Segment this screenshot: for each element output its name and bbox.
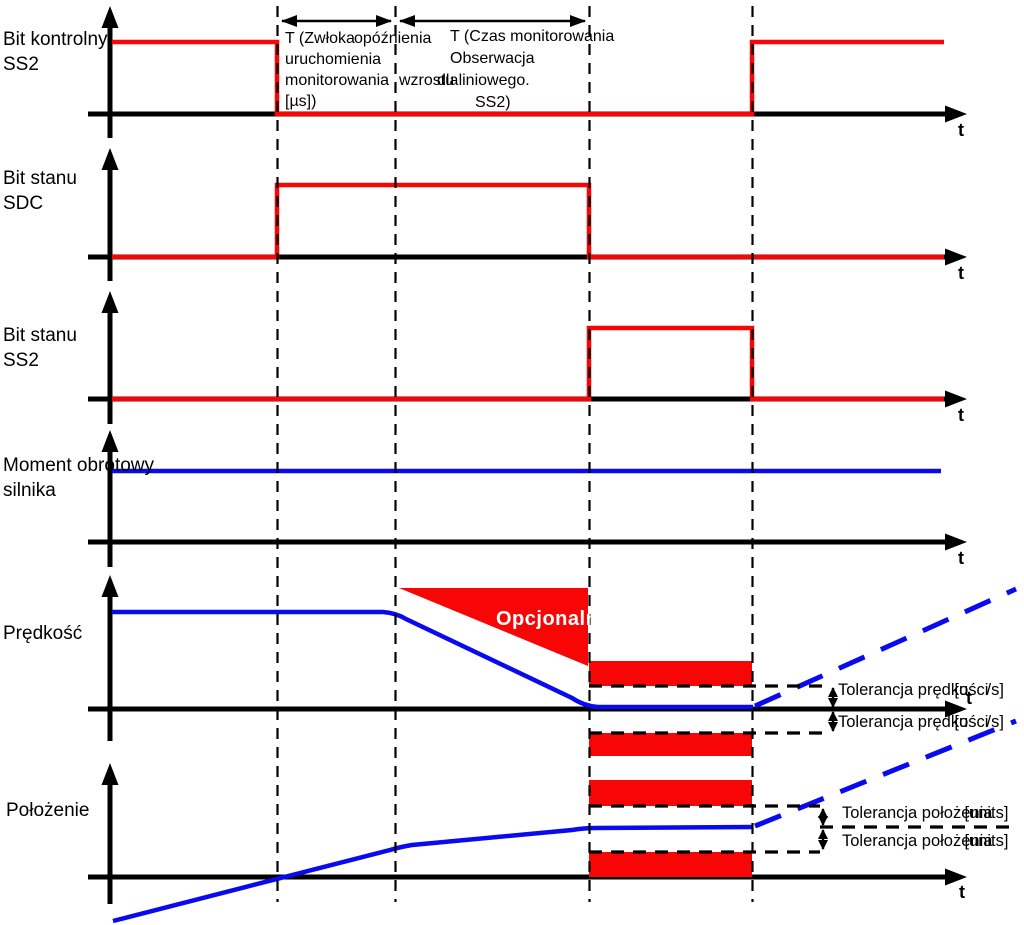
tolerance-unit: [units] (964, 804, 1009, 822)
plot-label-line: Prędkość (3, 623, 83, 644)
trace-predkosc-solid (112, 609, 753, 710)
plot-label-polozenie: Położenie (6, 798, 89, 823)
interval2-line4: SS2) (475, 94, 511, 111)
plot-label-line: Moment obrotowy (3, 455, 155, 476)
interval2-line3: dla (437, 72, 459, 89)
velocity-upper-band (589, 661, 752, 686)
tolerance-unit: [units] (964, 832, 1009, 850)
t-axis-label-4: t (958, 548, 964, 568)
optional-label: Opcjonalnie (496, 608, 616, 630)
axes (88, 6, 967, 904)
t-axis-label-1: t (958, 120, 964, 140)
position-tolerance-label-upper: Tolerancja położenia [units] (842, 804, 1008, 823)
position-lower-band (589, 852, 752, 877)
interval1-line2: uruchomienia (285, 51, 382, 68)
tolerance-text: Tolerancja prędkości (838, 681, 989, 699)
interval1-line4: [µs]) (285, 93, 317, 110)
red-tolerance-shapes (399, 588, 752, 877)
t-axis-label-2: t (958, 263, 964, 283)
interval1-line1-overlay: opóźnienia (354, 30, 432, 47)
plot-label-line: SS2 (3, 350, 39, 371)
plot-label-bit-stanu-sdc: Bit stanu SDC (3, 166, 77, 216)
signal-traces (112, 39, 1018, 924)
velocity-tolerance-label-lower: Tolerancja prędkości [u /s] (838, 713, 1004, 732)
t-axis-label-3: t (958, 405, 964, 425)
interval1-line1: T (Zwłoka (285, 30, 355, 47)
plot-label-line: Bit stanu (3, 168, 77, 189)
plot-label-line: SS2 (3, 54, 39, 75)
tolerance-text: Tolerancja prędkości (838, 713, 989, 731)
plot-label-moment-obrotowy: Moment obrotowy silnika (3, 453, 154, 503)
interval2-line2: Obserwacja (450, 50, 535, 67)
trace-bit-stanu-sdc (112, 182, 944, 260)
event-marker-lines (276, 6, 754, 902)
plot-label-bit-kontrolny-ss2: Bit kontrolny SS2 (3, 27, 108, 77)
position-tolerance-label-lower: Tolerancja położenia [units] (842, 832, 1008, 851)
trace-polozenie-dashed (754, 718, 1017, 829)
velocity-tolerance-label-upper: Tolerancja prędkości [u /s] (838, 681, 1004, 700)
interval2-line1: T (Czas monitorowania (450, 28, 615, 45)
tolerance-arrows (818, 687, 838, 850)
trace-bit-kontrolny-ss2 (112, 39, 944, 117)
plot-label-line: SDC (3, 193, 44, 214)
t-axis-label-6: t (959, 882, 965, 902)
plot-label-line: Bit kontrolny (3, 29, 108, 50)
optional-deceleration-wedge (399, 588, 588, 666)
plot-label-line: Bit stanu (3, 325, 77, 346)
position-upper-band (589, 780, 752, 806)
plot-label-line: Położenie (6, 800, 90, 821)
interval1-line3: monitorowania (285, 72, 390, 89)
tolerance-unit: [u /s] (954, 713, 1004, 731)
interval1-line3-overlay: wzrostu liniowego. (399, 72, 530, 89)
velocity-lower-band (589, 733, 752, 756)
plot-label-bit-stanu-ss2: Bit stanu SS2 (3, 323, 77, 373)
t-axis-label-5: t (966, 688, 972, 708)
tolerance-text: Tolerancja położenia (842, 832, 993, 850)
plot-label-line: silnika (3, 480, 56, 501)
tolerance-text: Tolerancja położenia (842, 804, 993, 822)
trace-bit-stanu-ss2 (112, 325, 944, 402)
tolerance-limit-lines (589, 684, 1016, 854)
tolerance-unit: [u /s] (954, 681, 1004, 699)
plot-label-predkosc: Prędkość (3, 621, 82, 646)
